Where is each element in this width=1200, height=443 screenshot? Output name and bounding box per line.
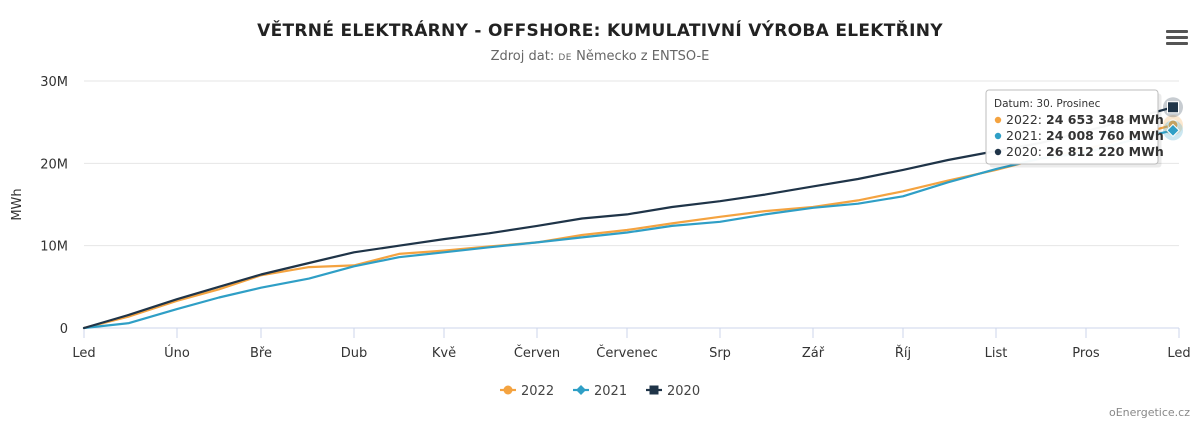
legend-label-2020: 2020 (667, 384, 700, 399)
x-tick-label: Led (72, 346, 95, 361)
tooltip-row-2020: 2020: 26 812 220 MWh (1006, 144, 1164, 159)
subtitle-source: Německo z ENTSO-E (576, 49, 710, 64)
tooltip-box (985, 89, 1159, 165)
legend-item-2021[interactable]: 2021 (573, 384, 627, 399)
x-tick-label: Pros (1072, 346, 1100, 361)
credits-link[interactable]: oEnergetice.cz (1108, 406, 1190, 419)
x-tick-label: Bře (250, 346, 272, 361)
x-tick-label: List (985, 346, 1008, 361)
legend-marker-2021 (576, 385, 586, 395)
x-tick-label: Kvě (432, 346, 456, 361)
x-tick-label: Zář (802, 346, 825, 361)
y-tick-label: 0 (60, 322, 68, 337)
legend-marker-2022 (503, 385, 513, 395)
chart-subtitle: Zdroj dat: DE Německo z ENTSO-E (0, 49, 1200, 64)
series-line-2021 (82, 129, 1175, 330)
tooltip-value: 24 653 348 MWh (1046, 112, 1164, 127)
chart-title: VĚTRNÉ ELEKTRÁRNY - OFFSHORE: KUMULATIVN… (257, 21, 943, 41)
tooltip-bullet-2021 (994, 132, 1002, 140)
subtitle-prefix: Zdroj dat: (490, 49, 555, 64)
hover-marker-2020 (1167, 101, 1179, 114)
y-tick-label: 30M (40, 75, 68, 90)
x-tick-label: Dub (341, 346, 368, 361)
x-tick-label: Led (1167, 346, 1190, 361)
y-tick-label: 20M (40, 157, 68, 172)
tooltip-series-name: 2021: (1006, 128, 1046, 143)
x-tick-label: Úno (164, 345, 190, 361)
tooltip-value: 24 008 760 MWh (1046, 128, 1164, 143)
legend-label-2021: 2021 (594, 384, 627, 399)
x-tick-label: Červenec (596, 345, 658, 361)
tooltip-series-name: 2022: (1006, 112, 1046, 127)
tooltip-bullet-2022 (994, 116, 1002, 124)
tooltip-series-name: 2020: (1006, 144, 1046, 159)
tooltip-row-2022: 2022: 24 653 348 MWh (1006, 112, 1164, 127)
x-tick-label: Srp (709, 346, 731, 361)
tooltip-bullet-2020 (994, 148, 1002, 156)
y-axis-title: MWh (10, 188, 25, 220)
x-tick-label: Červen (514, 345, 560, 361)
tooltip-date: Datum: 30. Prosinec (994, 98, 1101, 110)
y-tick-label: 10M (40, 240, 68, 255)
hover-marker-2021 (1166, 123, 1180, 138)
tooltip-row-2021: 2021: 24 008 760 MWh (1006, 128, 1164, 143)
legend-item-2020[interactable]: 2020 (646, 384, 700, 399)
x-tick-label: Říj (895, 345, 911, 361)
country-flag-label: DE (558, 53, 572, 63)
hamburger-menu-icon[interactable] (1166, 30, 1188, 48)
legend-label-2022: 2022 (521, 384, 554, 399)
legend-marker-2020 (649, 385, 659, 395)
legend: 2022 2021 2020 (500, 384, 700, 399)
legend-item-2022[interactable]: 2022 (500, 384, 554, 399)
tooltip-value: 26 812 220 MWh (1046, 144, 1164, 159)
